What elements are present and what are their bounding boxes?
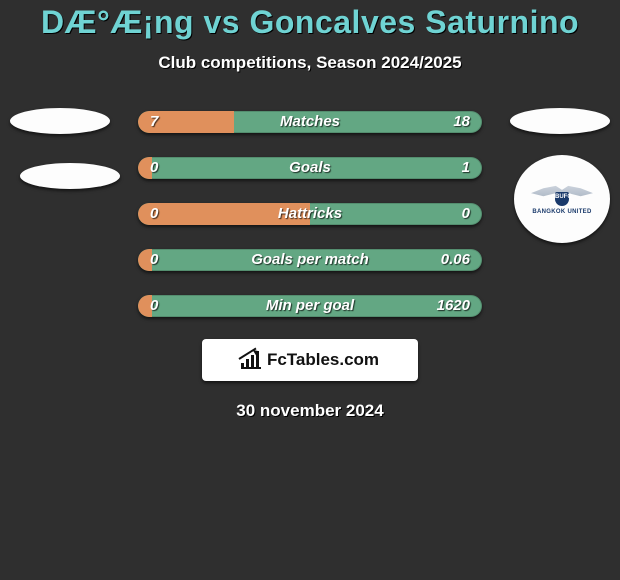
stat-label: Min per goal	[138, 295, 482, 317]
bar-chart-up-icon	[241, 351, 261, 369]
stat-label: Matches	[138, 111, 482, 133]
stat-row: 0Goals1	[138, 149, 482, 187]
stat-right-value: 18	[453, 111, 470, 133]
date-text: 30 november 2024	[0, 401, 620, 421]
stat-row: 0Goals per match0.06	[138, 241, 482, 279]
stat-right-value: 1	[462, 157, 470, 179]
right-team-badge-1	[510, 108, 610, 134]
stat-right-value: 0.06	[441, 249, 470, 271]
shield-icon: BUFC	[555, 192, 569, 206]
stat-row: 0Hattricks0	[138, 195, 482, 233]
comparison-panel: BUFC BANGKOK UNITED 7Matches180Goals10Ha…	[0, 103, 620, 421]
right-team-badge-2: BUFC BANGKOK UNITED	[514, 155, 610, 243]
stat-label: Goals per match	[138, 249, 482, 271]
stat-row: 7Matches18	[138, 103, 482, 141]
left-team-badge-1	[10, 108, 110, 134]
stat-bars: 7Matches180Goals10Hattricks00Goals per m…	[138, 103, 482, 325]
stat-label: Goals	[138, 157, 482, 179]
brand-text: FcTables.com	[267, 350, 379, 370]
left-team-badge-2	[20, 163, 120, 189]
brand-box: FcTables.com	[202, 339, 418, 381]
badge-text: BANGKOK UNITED	[532, 209, 591, 215]
stat-label: Hattricks	[138, 203, 482, 225]
stat-right-value: 1620	[437, 295, 470, 317]
stat-row: 0Min per goal1620	[138, 287, 482, 325]
stat-right-value: 0	[462, 203, 470, 225]
subtitle: Club competitions, Season 2024/2025	[0, 53, 620, 73]
page-title: DÆ°Æ¡ng vs Goncalves Saturnino	[0, 0, 620, 41]
